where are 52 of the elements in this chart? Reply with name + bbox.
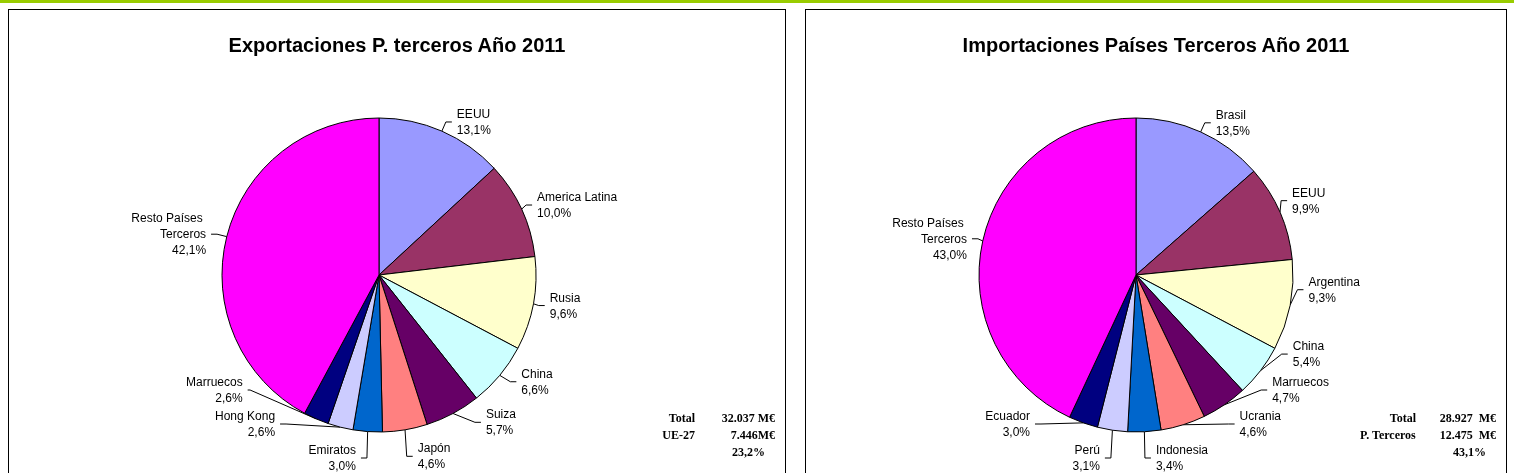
slice-label: Marruecos [1272,375,1329,389]
data-label: 2,6% [215,391,243,405]
text: 23,2% [732,445,765,459]
data-label: 42,1% [172,243,207,258]
text: Total [1389,411,1417,425]
slice-label: Perú [1074,443,1100,457]
data-label: 5,4% [1292,355,1321,370]
slice-label: Resto Países Terceros [892,215,967,246]
text: 43,1% [1453,445,1486,459]
data-label: 9,6% [549,306,578,321]
data-label: 6,6% [521,382,550,397]
slice-label: Marruecos [185,375,243,389]
slice-label: Rusia [549,290,581,305]
slice-label: EEUU [1292,185,1326,200]
data-label: 13,1% [456,122,492,137]
chart-title: Importaciones Países Terceros Año 2011 [962,34,1350,56]
data-label: 43,0% [932,247,968,262]
data-label: 3,1% [1072,459,1101,473]
slice-label: Brasil [1215,107,1246,122]
data-label: 9,3% [1308,290,1337,305]
slice-label: Indonesia [1155,443,1209,457]
text: 7.446M€ [730,428,775,442]
data-label: 3,4% [1155,459,1184,473]
text: 32.037 M€ [721,411,775,425]
data-label: 4,6% [417,457,446,472]
slice-label: China [521,366,554,381]
slice-label: Argentina [1308,274,1361,289]
text: 12.475 M€ [1439,428,1496,442]
slice-label: EEUU [456,106,491,121]
data-label: 5,7% [485,423,514,438]
slice-label: Suiza [485,407,517,422]
data-label: 10,0% [537,206,572,221]
slice-label: Resto Países Terceros [131,211,207,242]
slice-label: Emiratos [308,443,356,457]
data-label: 13,5% [1215,123,1251,138]
text: Total [668,411,696,425]
data-label: 2,6% [247,425,276,439]
slice-label: Ecuador [985,409,1030,423]
text: P. Terceros [1360,428,1417,442]
data-label: 3,0% [328,459,357,473]
slice-label: Japón [417,441,451,456]
data-label: 3,0% [1002,425,1031,439]
slice-label: Ucrania [1239,409,1282,423]
text: 28.927 M€ [1439,411,1496,425]
chart-title: Exportaciones P. terceros Año 2011 [228,34,566,56]
data-label: 4,6% [1239,425,1268,439]
data-label: 4,7% [1272,391,1300,405]
data-label: 9,9% [1292,201,1320,216]
slice-label: America Latina [537,190,618,205]
slice-label: Hong Kong [215,409,276,423]
text: UE-27 [662,428,696,442]
slice-label: China [1292,339,1325,354]
